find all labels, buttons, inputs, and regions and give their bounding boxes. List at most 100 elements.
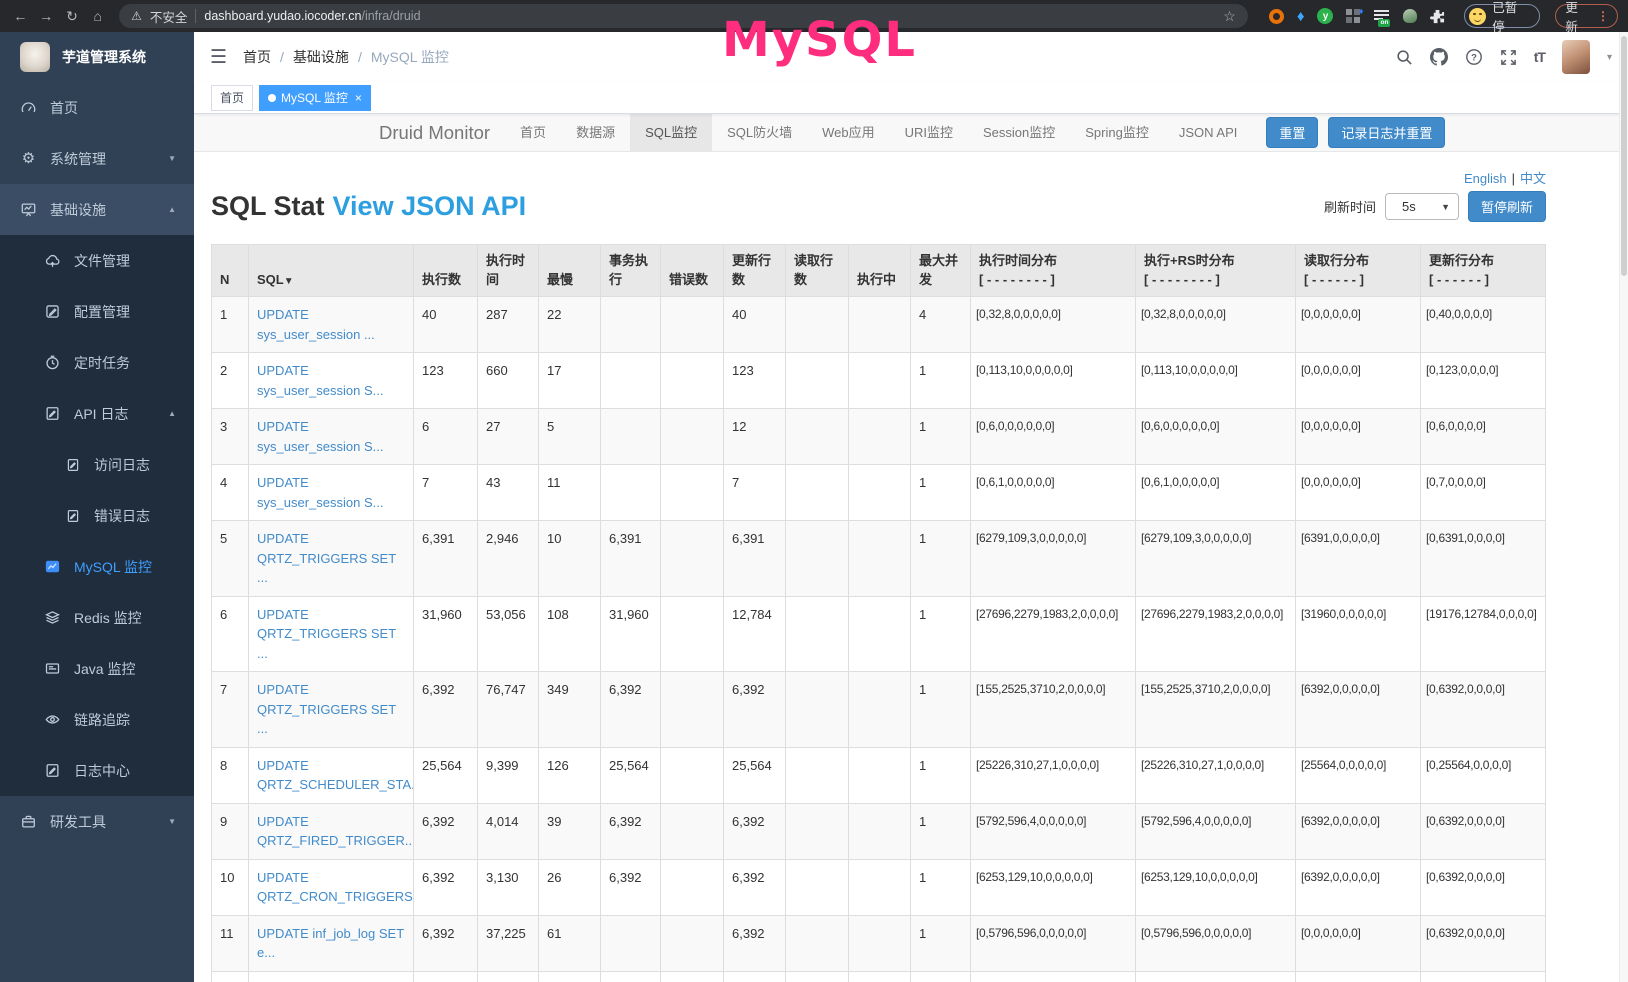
address-bar[interactable]: ⚠ 不安全 dashboard.yudao.iocoder.cn/infra/d… bbox=[119, 4, 1248, 28]
sql-link[interactable]: UPDATE QRTZ_TRIGGERS SET ... bbox=[257, 606, 396, 661]
reload-icon[interactable]: ↻ bbox=[66, 7, 78, 24]
browser-menu-icon[interactable]: ⋮ bbox=[1596, 9, 1609, 23]
sql-link[interactable]: UPDATE sys_user_session S... bbox=[257, 363, 384, 398]
scrollbar-thumb[interactable] bbox=[1621, 36, 1627, 276]
sql-link[interactable]: UPDATE inf_job_log SET e... bbox=[257, 925, 404, 961]
sidebar-item-system-management[interactable]: ⚙ 系统管理 ▼ bbox=[0, 133, 194, 184]
sql-link[interactable]: UPDATE QRTZ_TRIGGERS SET ... bbox=[257, 531, 396, 585]
cell-update-rows: 6,391 bbox=[723, 520, 786, 597]
bookmark-star-icon[interactable]: ☆ bbox=[1223, 7, 1236, 24]
sidebar-item-scheduled-tasks[interactable]: 定时任务 bbox=[0, 337, 194, 388]
tag-item[interactable]: 首页 bbox=[211, 84, 254, 111]
home-icon[interactable]: ⌂ bbox=[93, 8, 102, 24]
extension-list-icon[interactable]: on bbox=[1374, 9, 1391, 27]
col-header-read-rows-dist: 读取行分布 [ - - - - - - ] bbox=[1295, 244, 1421, 297]
reset-button[interactable]: 重置 bbox=[1266, 117, 1319, 148]
breadcrumb-home[interactable]: 首页 bbox=[243, 49, 272, 65]
sql-link[interactable]: UPDATE sys_user_session S... bbox=[257, 419, 384, 454]
breadcrumb-infrastructure[interactable]: 基础设施 bbox=[292, 49, 349, 65]
cell-n: 3 bbox=[211, 408, 249, 465]
extensions-puzzle-icon[interactable] bbox=[1430, 9, 1445, 24]
sql-link[interactable]: UPDATE QRTZ_TRIGGERS SET ... bbox=[257, 682, 396, 736]
profile-paused-badge[interactable]: 已暂停 bbox=[1464, 1, 1541, 34]
sql-link[interactable]: UPDATE QRTZ_CRON_TRIGGERS... bbox=[257, 869, 414, 905]
druid-tab-Web应用[interactable]: Web应用 bbox=[822, 125, 875, 140]
sidebar-item-error-logs[interactable]: 错误日志 bbox=[0, 490, 194, 541]
extension-y-icon[interactable]: y bbox=[1317, 8, 1334, 24]
sidebar-item-config-management[interactable]: 配置管理 bbox=[0, 286, 194, 337]
vertical-scrollbar[interactable] bbox=[1619, 32, 1628, 982]
druid-brand[interactable]: Druid Monitor bbox=[379, 122, 491, 143]
sidebar-item-trace[interactable]: 链路追踪 bbox=[0, 694, 194, 745]
extensions-row: ♦ y ♦ on bbox=[1268, 6, 1446, 27]
cell-max-concurrent: 1 bbox=[910, 520, 971, 597]
search-icon[interactable] bbox=[1396, 49, 1413, 66]
help-icon[interactable]: ? bbox=[1465, 48, 1483, 66]
github-icon[interactable] bbox=[1429, 48, 1448, 66]
sidebar-item-access-logs[interactable]: 访问日志 bbox=[0, 439, 194, 490]
extension-person-icon[interactable] bbox=[1403, 9, 1418, 23]
extension-donut-icon[interactable] bbox=[1268, 8, 1284, 24]
sql-link[interactable]: UPDATE sys_user_session ... bbox=[257, 307, 375, 342]
sidebar-item-dev-tools[interactable]: 研发工具 ▼ bbox=[0, 796, 194, 847]
sidebar-item-label: 定时任务 bbox=[74, 354, 130, 371]
forward-icon[interactable]: → bbox=[39, 8, 54, 24]
col-label: 最大并发 bbox=[919, 253, 959, 288]
sidebar-item-infrastructure[interactable]: 基础设施 ▲ bbox=[0, 184, 194, 235]
cell-exec-time-dist: [5792,596,4,0,0,0,0,0] bbox=[970, 802, 1136, 860]
pause-refresh-button[interactable]: 暂停刷新 bbox=[1467, 191, 1546, 222]
view-json-api-link[interactable]: View JSON API bbox=[332, 191, 527, 221]
card-icon bbox=[44, 661, 61, 676]
druid-tab-SQL防火墙[interactable]: SQL防火墙 bbox=[727, 125, 793, 140]
cell-n: 2 bbox=[211, 352, 249, 409]
back-icon[interactable]: ← bbox=[13, 8, 28, 24]
dashboard-icon bbox=[20, 100, 37, 115]
fullscreen-icon[interactable] bbox=[1500, 49, 1517, 66]
cell-slowest: 11 bbox=[538, 464, 601, 521]
table-row: 12SELECT TRIGGER_STATE6,3922,48396,3926,… bbox=[211, 970, 1546, 982]
col-header-sql[interactable]: SQL▼ bbox=[248, 244, 414, 297]
close-icon[interactable]: × bbox=[354, 90, 362, 105]
cell-exec-rs-dist: [5792,596,4,0,0,0,0,0] bbox=[1135, 802, 1296, 860]
table-row: 6 UPDATE QRTZ_TRIGGERS SET ... 31,960 53,05… bbox=[211, 595, 1546, 672]
col-header-update-rows-dist: 更新行分布 [ - - - - - - ] bbox=[1420, 244, 1546, 297]
refresh-interval-select[interactable]: 5s ▼ bbox=[1384, 193, 1459, 220]
sql-link[interactable]: UPDATE QRTZ_SCHEDULER_STA... bbox=[257, 757, 414, 793]
sql-link[interactable]: UPDATE sys_user_session S... bbox=[257, 475, 384, 510]
sidebar-item-home[interactable]: 首页 bbox=[0, 82, 194, 133]
druid-tab-数据源[interactable]: 数据源 bbox=[576, 125, 616, 140]
druid-tab-Session监控[interactable]: Session监控 bbox=[983, 125, 1056, 140]
chevron-down-icon[interactable]: ▾ bbox=[1606, 51, 1612, 63]
hamburger-fold-icon[interactable]: ☰ bbox=[210, 46, 228, 68]
font-size-icon[interactable]: tT bbox=[1533, 49, 1546, 65]
tag-active[interactable]: MySQL 监控 × bbox=[259, 84, 371, 111]
sidebar-item-mysql-monitor[interactable]: MySQL 监控 bbox=[0, 541, 194, 592]
druid-tab-首页[interactable]: 首页 bbox=[520, 125, 547, 140]
extension-gem-icon[interactable]: ♦ bbox=[1296, 7, 1305, 25]
sidebar-item-log-center[interactable]: 日志中心 bbox=[0, 745, 194, 796]
sidebar-item-api-logs[interactable]: API 日志 ▲ bbox=[0, 388, 194, 439]
browser-update-button[interactable]: 更新 ⋮ bbox=[1555, 1, 1618, 34]
tag-dot bbox=[268, 93, 277, 102]
cell-sql: UPDATE QRTZ_TRIGGERS SET ... bbox=[248, 671, 414, 748]
lang-chinese-link[interactable]: 中文 bbox=[1519, 171, 1546, 186]
cell-read-rows bbox=[785, 746, 849, 804]
user-avatar[interactable] bbox=[1561, 40, 1590, 74]
sql-link[interactable]: UPDATE QRTZ_FIRED_TRIGGER... bbox=[257, 813, 414, 849]
extension-grid-icon[interactable]: ♦ bbox=[1346, 6, 1363, 24]
table-body: 1 UPDATE sys_user_session ... 40 287 22 40 4 [0… bbox=[211, 296, 1546, 982]
druid-tab-URI监控[interactable]: URI监控 bbox=[904, 125, 953, 140]
sidebar-item-java-monitor[interactable]: Java 监控 bbox=[0, 643, 194, 694]
cell-update-rows-dist: [0,6392,0,0,0,0] bbox=[1420, 858, 1546, 916]
sidebar-item-redis-monitor[interactable]: Redis 监控 bbox=[0, 592, 194, 643]
cell-read-rows-dist: [6391,0,0,0,0,0] bbox=[1295, 520, 1421, 597]
log-and-reset-button[interactable]: 记录日志并重置 bbox=[1328, 117, 1446, 148]
sidebar-item-file-management[interactable]: 文件管理 bbox=[0, 235, 194, 286]
cell-update-rows: 6,392 bbox=[723, 914, 786, 972]
druid-tab-Spring监控[interactable]: Spring监控 bbox=[1085, 125, 1149, 140]
lang-english-link[interactable]: English bbox=[1463, 171, 1507, 186]
col-header-read-rows: 读取行数 bbox=[785, 244, 849, 297]
druid-tab-JSON API[interactable]: JSON API bbox=[1178, 125, 1238, 140]
druid-tab-SQL监控[interactable]: SQL监控 bbox=[630, 114, 713, 151]
timer-icon bbox=[44, 355, 61, 370]
